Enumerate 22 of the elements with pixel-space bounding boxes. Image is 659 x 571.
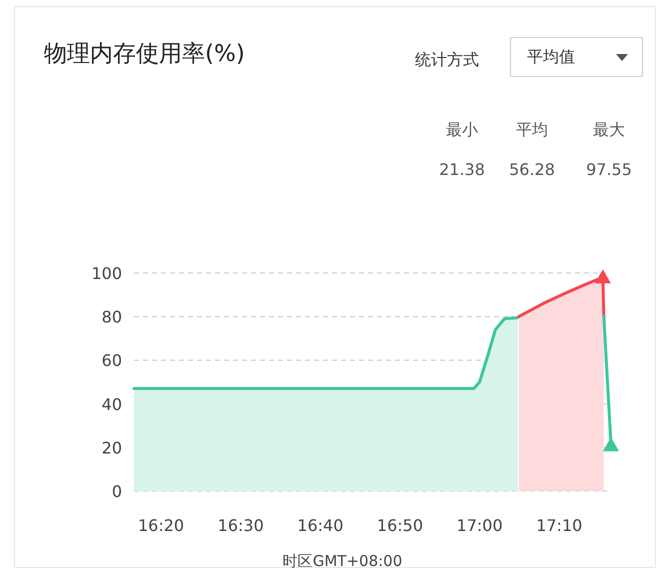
text: 21.38 — [439, 160, 485, 179]
text: 97.55 — [586, 160, 632, 179]
text: 最小 — [446, 120, 478, 141]
x-axis-title: 时区GMT+08:00 — [282, 552, 402, 570]
y-tick-label: 80 — [102, 308, 122, 327]
y-tick-label: 0 — [112, 482, 122, 501]
x-tick-label: 16:20 — [138, 516, 184, 535]
text: 最大 — [593, 120, 625, 141]
text: 平均值 — [527, 47, 575, 68]
y-tick-label: 100 — [91, 264, 122, 283]
x-tick-label: 17:00 — [456, 516, 503, 535]
text: 统计方式 — [415, 50, 479, 71]
x-tick-label: 17:10 — [536, 516, 582, 535]
x-tick-label: 16:50 — [376, 516, 424, 535]
y-tick-label: 60 — [102, 351, 122, 370]
y-tick-label: 20 — [102, 438, 122, 458]
x-tick-label: 16:30 — [218, 516, 264, 535]
y-tick-label: 40 — [102, 394, 122, 414]
x-tick-label: 16:40 — [297, 516, 344, 535]
chart-title: 物理内存使用率(%) — [44, 40, 245, 69]
text: 56.28 — [509, 160, 555, 179]
text: 平均 — [516, 120, 548, 141]
